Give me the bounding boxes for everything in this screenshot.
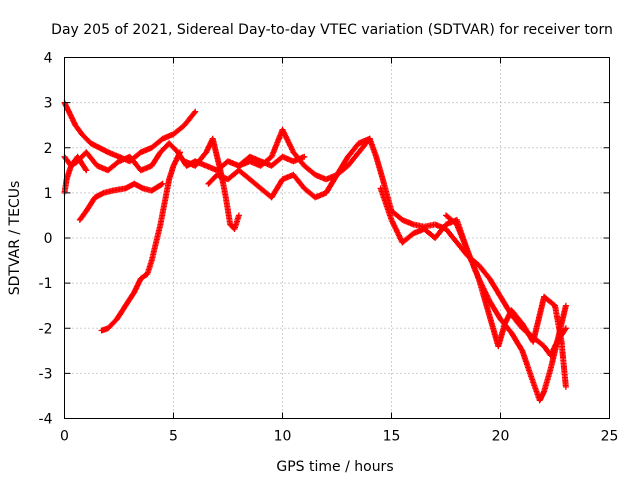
x-tick-label: 20 [492,429,510,445]
x-tick-label: 25 [601,429,619,445]
axis-ticks: 0 5 10 15 20 25 -4 -3 -2 -1 0 1 2 3 4 [39,51,619,445]
y-tick-label: 3 [44,96,53,112]
y-tick-label: -4 [39,412,53,428]
series-markers [181,135,242,232]
y-tick-label: -1 [39,276,53,292]
y-tick-label: 0 [44,231,53,247]
plot-frame [64,57,610,419]
data-series [61,99,569,404]
chart-title: Day 205 of 2021, Sidereal Day-to-day VTE… [51,22,613,38]
series-track-9 [377,185,569,404]
series-track-4 [76,180,166,223]
series-markers [377,185,569,404]
x-tick-label: 10 [274,429,292,445]
y-tick-label: 2 [44,141,53,157]
y-tick-label: -3 [39,366,53,382]
y-axis-label: SDTVAR / TECUs [7,181,23,296]
series-markers [443,212,569,390]
x-tick-label: 0 [60,429,69,445]
y-tick-label: -2 [39,321,53,337]
y-tick-label: 1 [44,186,53,202]
y-tick-label: 4 [44,51,53,67]
x-tick-label: 15 [383,429,401,445]
series-track-10 [443,212,569,390]
x-axis-label: GPS time / hours [276,459,393,475]
series-markers [76,180,166,223]
x-tick-label: 5 [169,429,178,445]
series-track-6 [181,135,242,232]
series-markers [98,149,183,334]
grid-lines [64,57,610,419]
series-track-5 [98,149,183,334]
